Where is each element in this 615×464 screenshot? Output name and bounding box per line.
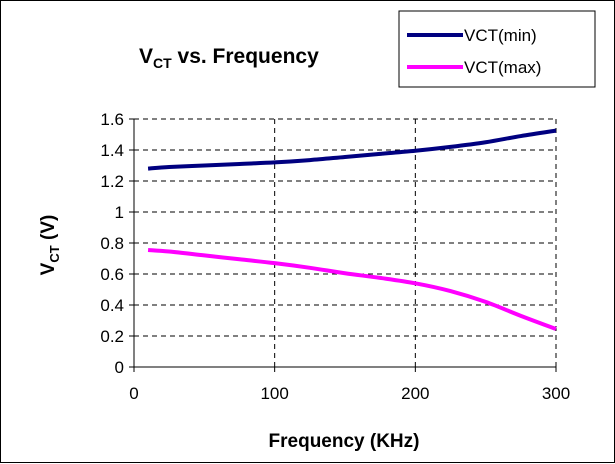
legend-label-vct-max: VCT(max) (464, 58, 541, 77)
y-tick-label: 0 (115, 358, 124, 377)
tick-labels: 0 0.2 0.4 0.6 0.8 1 1.2 1.4 1.6 0 100 200 300 (100, 110, 570, 403)
y-tick-label: 1 (115, 203, 124, 222)
y-tick-label: 0.6 (100, 265, 124, 284)
x-axis-label: Frequency (KHz) (269, 431, 420, 452)
series-lines (147, 128, 557, 331)
x-tick-label: 200 (401, 384, 429, 403)
series-line-vct-max (147, 247, 557, 331)
chart-title: VCT vs. Frequency (139, 45, 319, 71)
axes (129, 118, 557, 372)
x-tick-label: 300 (542, 384, 570, 403)
grid (134, 118, 557, 367)
legend: VCT(min) VCT(max) (398, 10, 596, 88)
y-tick-label: 0.4 (100, 296, 124, 315)
y-axis-label: VCT (V) (38, 215, 62, 276)
x-tick-label: 0 (129, 384, 138, 403)
y-tick-label: 0.2 (100, 327, 124, 346)
y-tick-label: 1.6 (100, 110, 124, 129)
y-tick-label: 0.8 (100, 234, 124, 253)
y-tick-label: 1.4 (100, 141, 124, 160)
y-tick-label: 1.2 (100, 172, 124, 191)
x-tick-label: 100 (260, 384, 288, 403)
legend-label-vct-min: VCT(min) (464, 26, 537, 45)
legend-box (398, 10, 596, 88)
series-line-vct-min (147, 128, 557, 171)
